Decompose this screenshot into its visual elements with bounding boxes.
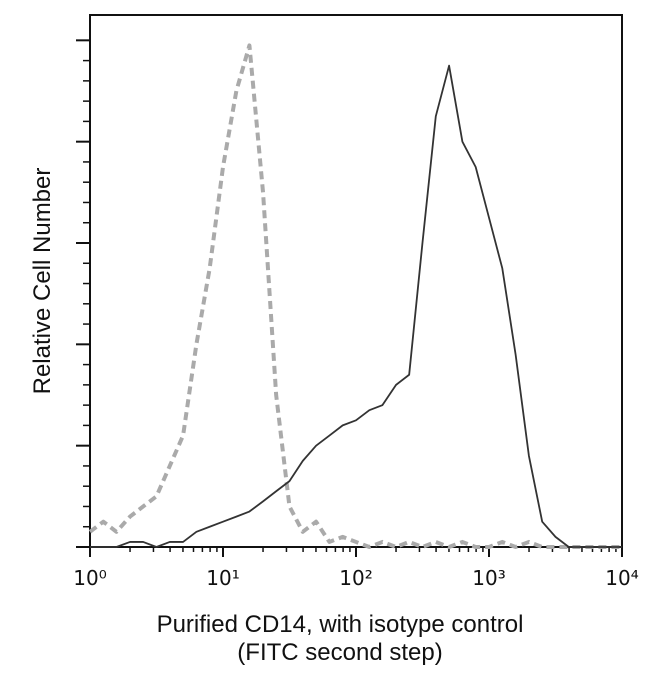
x-tick-label: 10⁴ bbox=[605, 566, 638, 590]
y-axis-label: Relative Cell Number bbox=[29, 168, 56, 395]
x-tick-label: 10³ bbox=[472, 566, 505, 590]
x-tick-label: 10¹ bbox=[206, 566, 239, 590]
series-line bbox=[90, 64, 622, 548]
x-axis-label: Purified CD14, with isotype control bbox=[157, 611, 524, 638]
x-tick-label: 10² bbox=[339, 566, 372, 590]
x-tick-label: 10⁰ bbox=[73, 566, 106, 590]
x-axis-label: (FITC second step) bbox=[237, 639, 442, 666]
series-line bbox=[88, 43, 622, 549]
